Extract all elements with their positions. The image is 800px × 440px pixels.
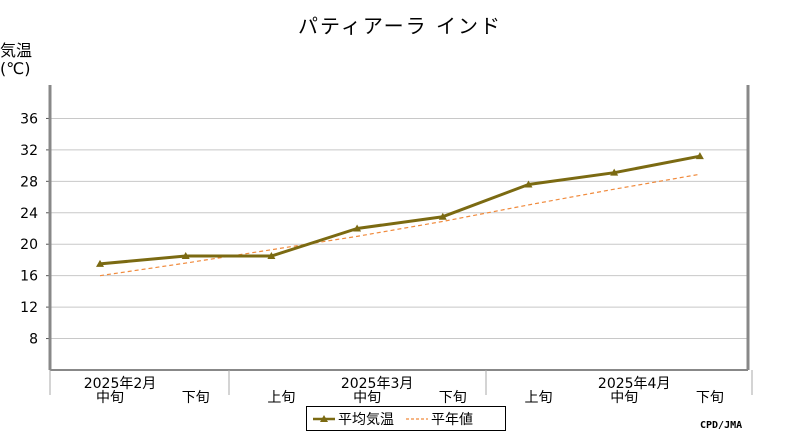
series-average-point bbox=[524, 180, 533, 188]
legend-normal-swatch bbox=[406, 417, 428, 420]
series-average-point bbox=[353, 224, 362, 232]
data-credit: CPD/JMA bbox=[700, 420, 743, 431]
series-average-point bbox=[267, 252, 276, 260]
legend-item-normal: 平年値 bbox=[406, 409, 473, 429]
y-axis-label-name: 気温 bbox=[0, 41, 33, 60]
series-average-point bbox=[181, 252, 190, 260]
x-month-label: 2025年2月 bbox=[84, 376, 157, 392]
y-tick-label: 36 bbox=[20, 111, 38, 127]
x-tick-label: 下旬 bbox=[182, 390, 210, 406]
chart-title: パティアーラ インド bbox=[298, 14, 502, 38]
legend-item-average: 平均気温 bbox=[313, 409, 394, 429]
y-axis-label: 気温 (℃) bbox=[0, 42, 46, 78]
series-average-point bbox=[610, 168, 619, 176]
legend-normal-label: 平年値 bbox=[431, 411, 473, 428]
y-tick-label: 32 bbox=[20, 143, 38, 159]
x-month-label: 2025年3月 bbox=[341, 376, 414, 392]
x-tick-label: 上旬 bbox=[525, 390, 553, 406]
x-tick-label: 中旬 bbox=[96, 390, 124, 406]
legend-average-label: 平均気温 bbox=[338, 411, 394, 428]
y-tick-label: 28 bbox=[20, 174, 38, 190]
x-tick-label: 上旬 bbox=[267, 390, 295, 406]
legend-average-swatch bbox=[313, 414, 335, 422]
x-tick-label: 中旬 bbox=[353, 390, 381, 406]
y-tick-label: 8 bbox=[29, 332, 38, 348]
chart-legend: 平均気温 平年値 bbox=[306, 406, 506, 431]
series-average-point bbox=[96, 259, 104, 267]
series-normal-line bbox=[99, 173, 701, 277]
y-tick-label: 16 bbox=[20, 269, 38, 285]
x-tick-label: 下旬 bbox=[439, 390, 467, 406]
y-tick-label: 20 bbox=[20, 237, 38, 253]
y-tick-label: 24 bbox=[20, 206, 38, 222]
series-average-point bbox=[438, 212, 447, 220]
y-axis-label-unit: (℃) bbox=[0, 59, 31, 78]
series-average-line bbox=[99, 154, 701, 266]
x-month-label: 2025年4月 bbox=[598, 376, 671, 392]
x-tick-label: 下旬 bbox=[696, 390, 724, 406]
x-tick-label: 中旬 bbox=[610, 390, 638, 406]
series-average-point bbox=[695, 152, 704, 160]
y-tick-label: 12 bbox=[20, 300, 38, 316]
